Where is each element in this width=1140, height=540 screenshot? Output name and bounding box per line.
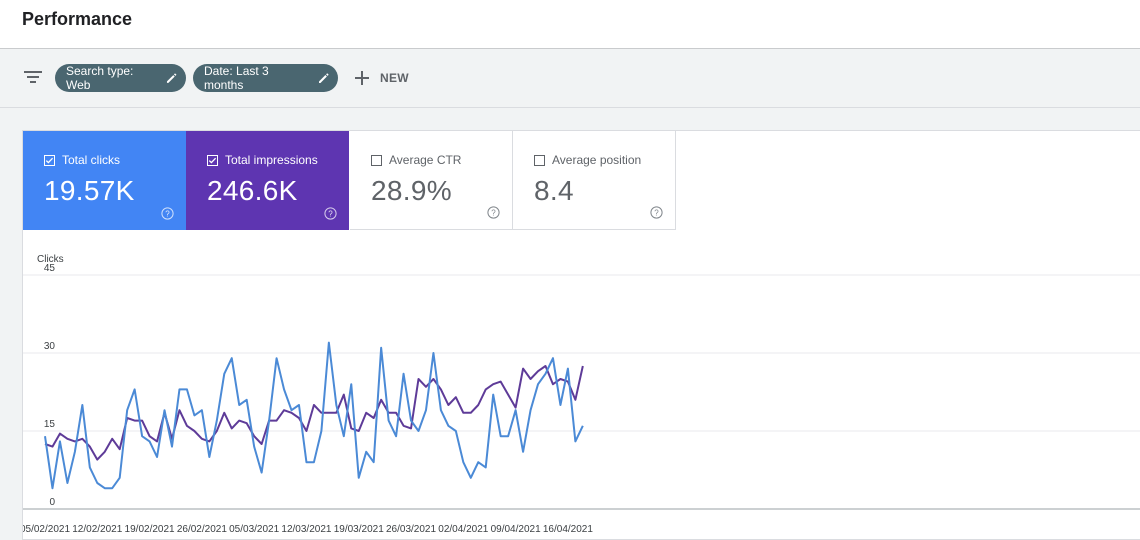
y-tick-label: 0 <box>49 497 55 508</box>
x-tick-label: 16/04/2021 <box>543 524 593 535</box>
x-tick-label: 09/04/2021 <box>491 524 541 535</box>
metric-value: 28.9% <box>371 175 452 206</box>
y-tick-label: 45 <box>44 263 56 274</box>
x-tick-label: 05/03/2021 <box>229 524 279 535</box>
x-tick-label: 19/02/2021 <box>125 524 175 535</box>
x-tick-labels: 05/02/2021 12/02/2021 19/02/2021 26/02/2021… <box>23 524 593 535</box>
metric-total-clicks[interactable]: Total clicks 19.57K ? <box>23 131 186 230</box>
y-tick-labels: 0 15 30 45 <box>44 263 56 508</box>
help-icon[interactable]: ? <box>324 207 337 220</box>
help-icon[interactable]: ? <box>161 207 174 220</box>
x-tick-label: 02/04/2021 <box>438 524 488 535</box>
chip-label: Search type: Web <box>66 64 134 92</box>
filter-bar: Search type: Web Date: Last 3 months NEW <box>0 49 1140 108</box>
clicks-impressions-chart: Clicks 0 15 30 45 05/02/2021 12/02/2021 19/02… <box>23 254 1140 535</box>
chart-series <box>44 341 584 490</box>
page-header: Performance <box>0 0 1140 49</box>
metric-average-ctr[interactable]: Average CTR 28.9% ? <box>350 131 513 230</box>
checkbox-checked-icon[interactable] <box>207 154 218 166</box>
checkbox-unchecked-icon[interactable] <box>371 154 382 166</box>
metric-label: Total impressions <box>225 153 318 167</box>
edit-pencil-icon[interactable] <box>318 72 330 84</box>
x-tick-label: 26/03/2021 <box>386 524 436 535</box>
x-tick-label: 12/03/2021 <box>281 524 331 535</box>
metric-label: Average position <box>552 153 642 167</box>
checkbox-unchecked-icon[interactable] <box>534 154 545 166</box>
svg-text:?: ? <box>328 209 333 218</box>
metric-average-position[interactable]: Average position 8.4 ? <box>513 131 676 230</box>
metric-total-impressions[interactable]: Total impressions 246.6K ? <box>186 131 349 230</box>
y-tick-label: 15 <box>44 419 56 430</box>
filter-icon[interactable] <box>24 70 42 84</box>
new-filter-button[interactable]: NEW <box>354 68 409 88</box>
help-icon[interactable]: ? <box>487 206 500 219</box>
metric-label: Average CTR <box>389 153 462 167</box>
clicks-series-line <box>44 341 584 490</box>
metric-label: Total clicks <box>62 153 121 167</box>
metric-value: 246.6K <box>207 175 298 206</box>
performance-card: Total clicks 19.57K ? Total impressions … <box>22 130 1140 540</box>
page-title: Performance <box>22 9 133 29</box>
svg-text:?: ? <box>654 208 659 217</box>
plus-icon <box>355 71 369 85</box>
impressions-series-line <box>44 365 584 461</box>
help-icon[interactable]: ? <box>650 206 663 219</box>
checkbox-checked-icon[interactable] <box>44 154 55 166</box>
y-axis-title: Clicks <box>37 254 64 265</box>
edit-pencil-icon[interactable] <box>166 72 178 84</box>
svg-text:?: ? <box>491 208 496 217</box>
metric-value: 8.4 <box>534 175 574 206</box>
x-tick-label: 19/03/2021 <box>334 524 384 535</box>
chip-label: Date: Last 3 months <box>204 64 269 92</box>
search-type-chip[interactable]: Search type: Web <box>55 64 186 92</box>
x-tick-label: 26/02/2021 <box>177 524 227 535</box>
chart-grid <box>23 274 1140 510</box>
new-filter-label: NEW <box>380 71 409 85</box>
y-tick-label: 30 <box>44 341 56 352</box>
svg-text:?: ? <box>165 209 170 218</box>
date-range-chip[interactable]: Date: Last 3 months <box>193 64 338 92</box>
x-tick-label: 05/02/2021 <box>23 524 70 535</box>
x-tick-label: 12/02/2021 <box>72 524 122 535</box>
metric-value: 19.57K <box>44 175 135 206</box>
